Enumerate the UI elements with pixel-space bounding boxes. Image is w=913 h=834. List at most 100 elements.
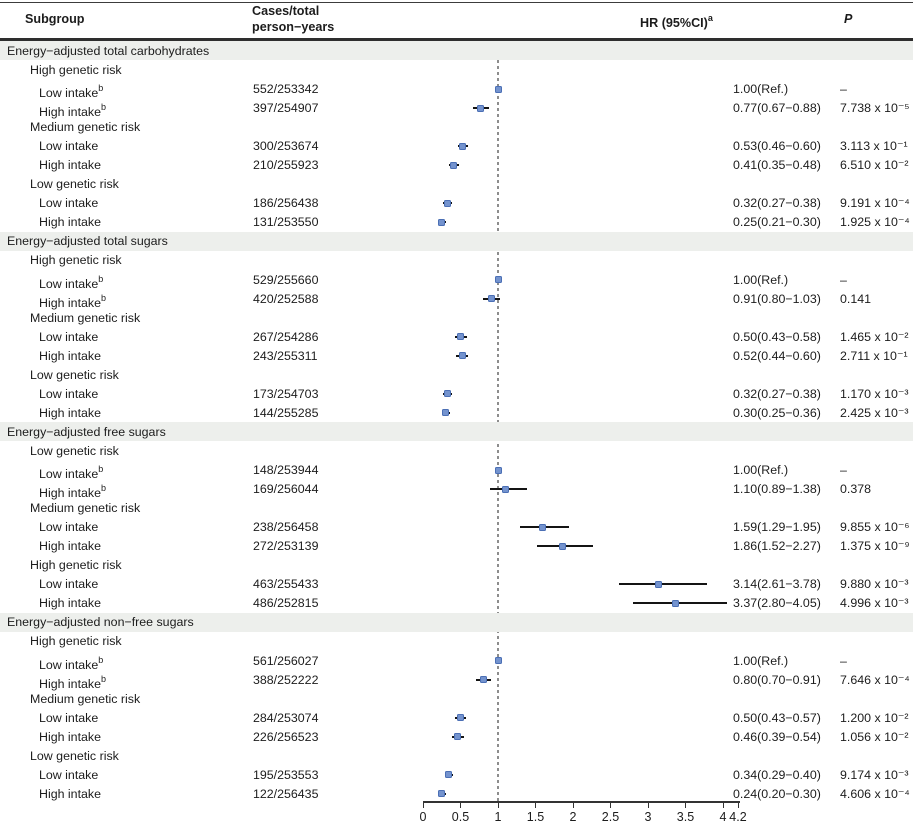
hr-value: 0.52(0.44−0.60) bbox=[733, 348, 821, 363]
group-label: Low genetic risk bbox=[30, 443, 119, 458]
hr-value: 0.77(0.67−0.88) bbox=[733, 101, 821, 116]
group-label: High genetic risk bbox=[30, 253, 122, 268]
cases-value: 131/253550 bbox=[253, 215, 319, 230]
hr-value: 1.00(Ref.) bbox=[733, 463, 789, 477]
hr-header-label: HR (95%CI) bbox=[640, 16, 708, 31]
group-label: Medium genetic risk bbox=[30, 501, 141, 516]
group-label: Medium genetic risk bbox=[30, 120, 141, 135]
hr-value: 3.37(2.80−4.05) bbox=[733, 596, 821, 611]
cases-value: 238/256458 bbox=[253, 520, 319, 535]
point-marker bbox=[494, 85, 502, 93]
row-label-text: Low intake bbox=[39, 329, 99, 344]
row-label: High intake bbox=[39, 157, 101, 173]
point-marker bbox=[487, 295, 495, 303]
point-marker bbox=[457, 714, 464, 722]
row-label: Low intake bbox=[39, 767, 98, 783]
axis-tick-label: 1.5 bbox=[526, 810, 545, 824]
row-label-text: Low intake bbox=[39, 196, 99, 211]
row-label-text: Low intake bbox=[39, 657, 99, 672]
cases-value: 397/254907 bbox=[253, 101, 319, 116]
axis-tick-label: 4.2 bbox=[729, 810, 747, 824]
row-label: High intakeb bbox=[39, 481, 106, 501]
row-footnote-b: b bbox=[101, 102, 107, 113]
hr-value: 0.30(0.25−0.36) bbox=[733, 405, 821, 420]
row-label-text: High intake bbox=[39, 486, 101, 501]
point-marker bbox=[438, 218, 446, 226]
group-label: Low genetic risk bbox=[30, 367, 119, 382]
row-label: Low intakeb bbox=[39, 653, 103, 673]
row-label: High intake bbox=[39, 729, 101, 745]
hr-value: 0.50(0.43−0.58) bbox=[733, 329, 821, 344]
point-marker bbox=[502, 485, 509, 493]
p-value: 7.646 x 10⁻⁴ bbox=[840, 672, 910, 687]
point-marker bbox=[443, 390, 451, 398]
row-footnote-b: b bbox=[98, 464, 104, 474]
cases-value: 243/255311 bbox=[253, 348, 318, 363]
axis-tick bbox=[460, 801, 461, 808]
cases-value: 463/255433 bbox=[253, 577, 319, 592]
p-value: 4.996 x 10⁻³ bbox=[840, 596, 909, 611]
axis-tick-label: 4 bbox=[719, 810, 727, 824]
axis-tick bbox=[737, 801, 739, 808]
hr-value: 0.80(0.70−0.91) bbox=[733, 672, 821, 687]
row-label-text: High intake bbox=[39, 215, 101, 230]
p-value: – bbox=[840, 272, 847, 287]
row-label-text: Low intake bbox=[39, 386, 99, 401]
top-rule bbox=[0, 2, 913, 3]
row-footnote-b: b bbox=[101, 292, 107, 303]
p-value: – bbox=[840, 653, 847, 668]
row-label: Low intake bbox=[39, 195, 98, 211]
axis-tick bbox=[685, 801, 686, 808]
row-label: High intake bbox=[39, 405, 101, 421]
row-footnote-b: b bbox=[98, 654, 104, 665]
cases-value: 388/252222 bbox=[253, 672, 319, 687]
cases-value: 267/254286 bbox=[253, 329, 319, 344]
row-label: High intakeb bbox=[39, 100, 106, 120]
axis-tick bbox=[722, 801, 724, 808]
axis-tick-label: 2.5 bbox=[601, 810, 620, 824]
column-header-hr: HR (95%CI)a bbox=[640, 11, 713, 31]
p-value: 3.113 x 10⁻¹ bbox=[840, 139, 908, 154]
cases-value: 272/253139 bbox=[253, 539, 319, 554]
section-title: Energy−adjusted non−free sugars bbox=[7, 615, 194, 630]
p-value: 2.425 x 10⁻³ bbox=[840, 405, 909, 420]
p-value: 0.141 bbox=[840, 291, 872, 306]
row-label-text: Low intake bbox=[39, 139, 99, 154]
p-value: 1.375 x 10⁻⁹ bbox=[840, 539, 910, 554]
group-label: Low genetic risk bbox=[30, 748, 119, 763]
hr-value: 0.91(0.80−1.03) bbox=[733, 291, 821, 306]
point-marker bbox=[494, 657, 502, 664]
axis-tick-label: 0.5 bbox=[451, 810, 470, 824]
section-band bbox=[0, 422, 913, 442]
row-label-text: High intake bbox=[39, 786, 101, 801]
point-marker bbox=[457, 333, 464, 341]
row-footnote-b: b bbox=[98, 273, 104, 284]
axis-tick-label: 0 bbox=[419, 810, 427, 824]
point-marker bbox=[443, 199, 451, 207]
row-label: Low intakeb bbox=[39, 272, 103, 292]
cases-value: 300/253674 bbox=[253, 139, 319, 154]
p-value: 1.925 x 10⁻⁴ bbox=[840, 215, 910, 230]
point-marker bbox=[458, 352, 466, 360]
section-band bbox=[0, 612, 913, 632]
hr-value: 1.00(Ref.) bbox=[733, 653, 789, 668]
axis-tick bbox=[497, 801, 499, 808]
point-marker bbox=[454, 733, 461, 741]
row-label-text: Low intake bbox=[39, 710, 99, 725]
cases-value: 169/256044 bbox=[253, 482, 319, 497]
p-value: 4.606 x 10⁻⁴ bbox=[840, 786, 910, 801]
row-label: Low intake bbox=[39, 576, 98, 592]
axis-tick-label: 2 bbox=[569, 810, 577, 824]
row-footnote-b: b bbox=[101, 483, 107, 494]
hr-value: 0.50(0.43−0.57) bbox=[733, 710, 821, 725]
header-rule bbox=[0, 38, 913, 41]
group-label: High genetic risk bbox=[30, 62, 122, 77]
cases-value: 186/256438 bbox=[253, 196, 319, 211]
group-label: Low genetic risk bbox=[30, 177, 119, 192]
row-label: High intake bbox=[39, 786, 101, 802]
p-value: – bbox=[840, 463, 847, 477]
hr-value: 0.34(0.29−0.40) bbox=[733, 767, 821, 782]
p-value: 2.711 x 10⁻¹ bbox=[840, 348, 908, 363]
hr-value: 1.59(1.29−1.95) bbox=[733, 520, 821, 535]
cases-header-line1: Cases/total bbox=[252, 4, 320, 18]
